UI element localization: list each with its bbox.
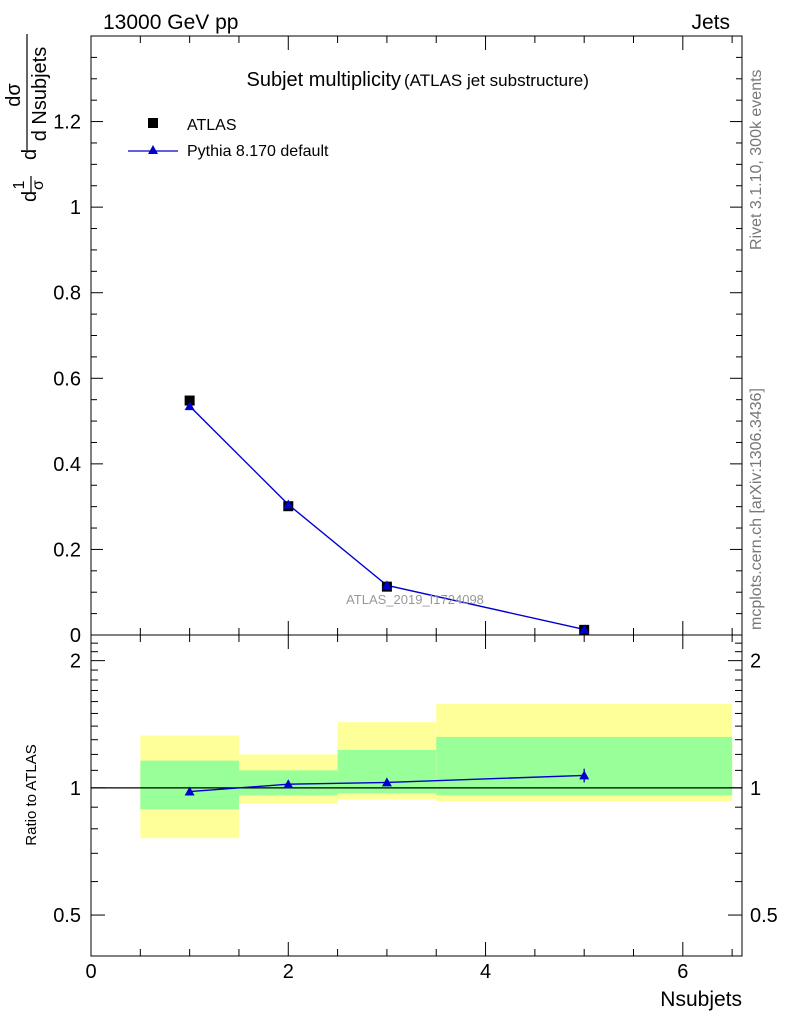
- legend-pythia-marker: [148, 145, 158, 154]
- ylabel-mid: d: [19, 149, 41, 160]
- main-plot-panel: 0 0.2 0.4 0.6 0.8 1 1.2 Subjet multiplicity (A…: [3, 34, 743, 647]
- ylabel-prefix: d: [19, 191, 41, 202]
- legend-atlas-label: ATLAS: [187, 117, 237, 134]
- rivet-label: Rivet 3.1.10, 300k events: [748, 69, 765, 250]
- x-tick-label: 4: [480, 961, 491, 983]
- mcplots-label: mcplots.cern.ch [arXiv:1306.3436]: [748, 388, 765, 630]
- ratio-data-layer: [184, 768, 590, 796]
- pythia-data-point: [579, 624, 590, 634]
- legend-pythia-label: Pythia 8.170 default: [187, 143, 329, 160]
- ratio-y-tick-label: 0.5: [53, 905, 81, 927]
- pythia-data-point: [381, 580, 392, 590]
- chart-title: Subjet multiplicity: [246, 69, 401, 91]
- ratio-y-tick-label-right: 1: [750, 778, 761, 800]
- ratio-pythia-line: [189, 774, 585, 793]
- x-tick-label: 0: [85, 961, 96, 983]
- ratio-band-green: [337, 749, 437, 794]
- ylabel-frac2-den: d Nsubjets: [29, 47, 51, 142]
- main-data-layer: [184, 395, 590, 635]
- ratio-frame: [90, 634, 743, 957]
- main-y-tick-label: 0.8: [53, 283, 81, 305]
- legend: ATLAS Pythia 8.170 default: [128, 117, 329, 160]
- ratio-data-point: [579, 770, 590, 780]
- ratio-y-axis-label: Ratio to ATLAS: [23, 744, 40, 845]
- analysis-watermark: ATLAS_2019_I1724098: [346, 592, 484, 607]
- ratio-band-green: [436, 736, 733, 796]
- ratio-uncertainty-bands: [140, 703, 733, 839]
- main-axis-ticks: [90, 35, 742, 636]
- atlas-data-point: [184, 395, 195, 406]
- pythia-data-point: [184, 401, 195, 411]
- ylabel-frac2-num: dσ: [3, 83, 25, 107]
- x-tick-labels: 0 2 4 6: [85, 961, 688, 983]
- x-axis-label: Nsubjets: [660, 988, 742, 1011]
- ratio-band-green: [140, 760, 239, 810]
- main-y-tick-label: 0.6: [53, 368, 81, 390]
- ratio-y-tick-label: 2: [70, 651, 81, 673]
- ratio-data-point: [381, 777, 392, 787]
- ylabel-frac1-den: σ: [30, 180, 47, 190]
- ratio-data-point: [283, 779, 294, 789]
- main-y-tick-label: 0.2: [53, 539, 81, 561]
- process-label: Jets: [691, 11, 730, 34]
- main-y-tick-label: 0: [70, 625, 81, 647]
- ylabel-frac1-num: 1: [11, 180, 28, 189]
- ratio-y-tick-labels: 0.5 0.5 1 1 2 2: [53, 651, 778, 927]
- legend-atlas-marker: [148, 118, 158, 128]
- pythia-line: [189, 405, 585, 631]
- main-y-tick-label: 0.4: [53, 454, 81, 476]
- ratio-data-point: [184, 786, 195, 796]
- main-y-axis-label: d 1 σ d dσ d Nsubjets: [3, 34, 51, 202]
- energy-label: 13000 GeV pp: [103, 11, 238, 34]
- ratio-y-tick-label: 1: [70, 778, 81, 800]
- x-tick-label: 6: [677, 961, 688, 983]
- pythia-data-point: [283, 499, 294, 509]
- ratio-y-tick-label-right: 2: [750, 651, 761, 673]
- chart-subtitle: (ATLAS jet substructure): [404, 71, 589, 90]
- ratio-plot-panel: 0.5 0.5 1 1 2 2 0 2 4 6 Ratio to ATLAS Nsubjets: [23, 634, 778, 1011]
- main-y-tick-label: 1: [70, 197, 81, 219]
- main-y-tick-label: 1.2: [53, 112, 81, 134]
- x-tick-label: 2: [283, 961, 294, 983]
- ratio-y-tick-label-right: 0.5: [750, 905, 778, 927]
- main-y-tick-labels: 0 0.2 0.4 0.6 0.8 1 1.2: [53, 112, 81, 647]
